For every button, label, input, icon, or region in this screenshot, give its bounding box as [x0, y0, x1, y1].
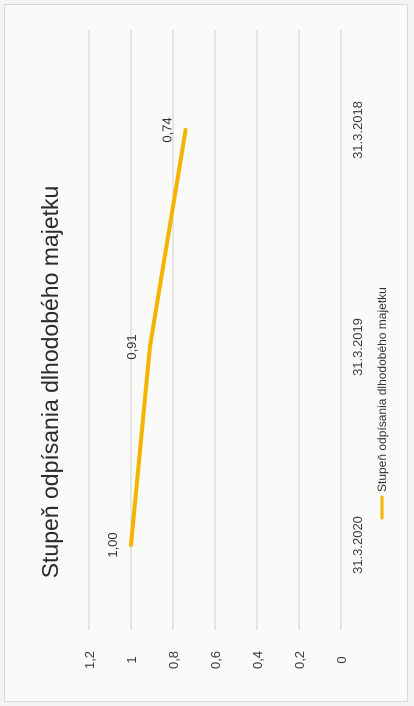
series-line	[129, 128, 188, 547]
x-tick-label: 31.3.2020	[350, 516, 365, 574]
y-tick-label: 0,2	[292, 651, 307, 669]
data-label: 1,00	[105, 532, 120, 557]
series-layer	[129, 128, 188, 547]
data-label: 0,91	[124, 334, 139, 359]
data-labels: 1,00 0,91 0,74	[105, 117, 175, 557]
x-tick-label: 31.3.2018	[350, 101, 365, 159]
y-tick-label: 0	[334, 656, 349, 663]
chart-title: Stupeň odpísania dlhodobého majetku	[37, 186, 63, 579]
y-tick-label: 0,4	[250, 651, 265, 669]
gridlines	[88, 30, 342, 630]
y-tick-label: 1	[124, 656, 139, 663]
data-label: 0,74	[160, 117, 175, 142]
x-axis-ticks: 31.3.2020 31.3.2019 31.3.2018	[350, 101, 365, 574]
legend: Stupeň odpísania dlhodobého majetku	[375, 287, 389, 520]
legend-label: Stupeň odpísania dlhodobého majetku	[375, 287, 389, 492]
x-tick-label: 31.3.2019	[350, 318, 365, 376]
y-axis-ticks: 0 0,2 0,4 0,6 0,8 1 1,2	[82, 651, 349, 669]
y-tick-label: 1,2	[82, 651, 97, 669]
y-tick-label: 0,8	[166, 651, 181, 669]
y-tick-label: 0,6	[208, 651, 223, 669]
